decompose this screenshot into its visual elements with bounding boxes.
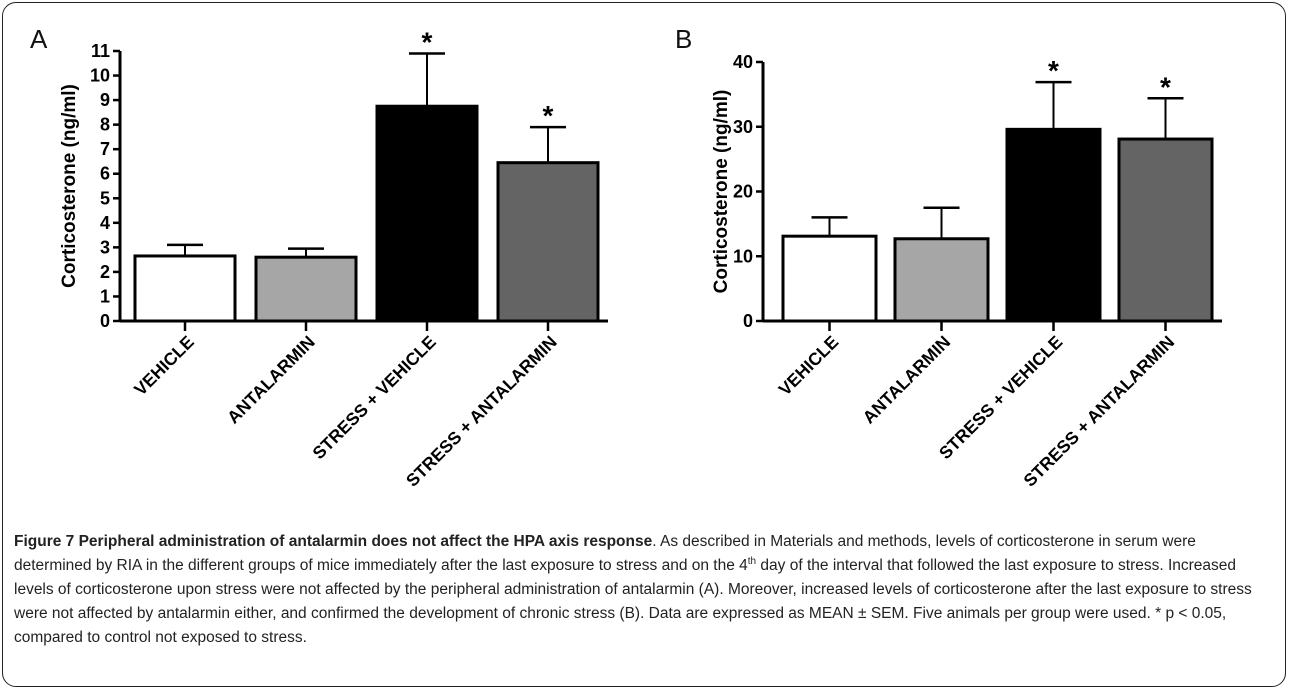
panel-b-bar	[1005, 127, 1102, 323]
panel-a-bar	[496, 161, 600, 323]
panel-a-bar	[133, 254, 237, 323]
panel-a-y-axis-title: Corticosterone (ng/ml)	[59, 84, 80, 288]
panel-a-category-label: STRESS + VEHICLE	[308, 332, 439, 463]
figure-caption: Figure 7 Peripheral administration of an…	[14, 530, 1276, 650]
panel-b-category-label: ANTALARMIN	[859, 332, 955, 428]
panel-b-category-label: VEHICLE	[775, 332, 843, 400]
panel-b-y-tick-label: 30	[733, 117, 753, 137]
panel-a-y-tick-label: 5	[100, 188, 110, 208]
panel-b-bar	[781, 234, 878, 323]
panel-b-y-axis-title: Corticosterone (ng/ml)	[711, 90, 732, 294]
caption-text-1: . As described in Materials and methods,…	[14, 533, 1196, 574]
panel-a-category-label: ANTALARMIN	[223, 332, 319, 428]
panel-a-y-tick-label: 9	[100, 90, 110, 110]
panel-a-category-label: VEHICLE	[130, 332, 198, 400]
panel-a-significance-marker: *	[543, 100, 554, 131]
panel-b-significance-marker: *	[1160, 71, 1171, 102]
caption-superscript: th	[747, 555, 757, 567]
panel-a-significance-marker: *	[422, 26, 433, 57]
panel-b-significance-marker: *	[1048, 55, 1059, 86]
caption-text-2: day of the interval that followed the la…	[14, 557, 1252, 646]
panel-a-y-tick-label: 11	[91, 41, 110, 61]
panel-a-label: A	[30, 24, 48, 54]
panel-a-y-tick-label: 6	[100, 164, 110, 184]
panel-a-bar	[375, 104, 479, 323]
panel-a-y-tick-label: 2	[100, 262, 110, 282]
panel-b-label: B	[675, 24, 692, 54]
panel-b-y-tick-label: 20	[733, 182, 753, 202]
panel-a-y-tick-label: 3	[100, 237, 110, 257]
panel-a-y-tick-label: 0	[100, 311, 110, 331]
panel-a-y-tick-label: 10	[90, 66, 110, 86]
panel-b-y-tick-label: 0	[743, 311, 753, 331]
panel-a-chart: A 0 1 2 3 4 5 6 7 8 9 10 11 Corticosterone (ng/ml) VEH…	[30, 24, 608, 491]
panel-a-y-tick-label: 4	[100, 213, 110, 233]
panel-b-bar	[893, 237, 990, 323]
panel-a-y-tick-label: 7	[100, 139, 110, 159]
panel-b-category-label: STRESS + VEHICLE	[935, 332, 1066, 463]
panel-a-bar	[254, 255, 358, 323]
panel-a-y-tick-label: 8	[100, 115, 110, 135]
panel-b-y-tick-label: 40	[733, 52, 753, 72]
caption-title: Figure 7 Peripheral administration of an…	[14, 533, 653, 550]
panel-b-bar	[1117, 137, 1214, 323]
panel-a-y-tick-label: 1	[100, 286, 110, 306]
panel-b-y-tick-label: 10	[733, 246, 753, 266]
